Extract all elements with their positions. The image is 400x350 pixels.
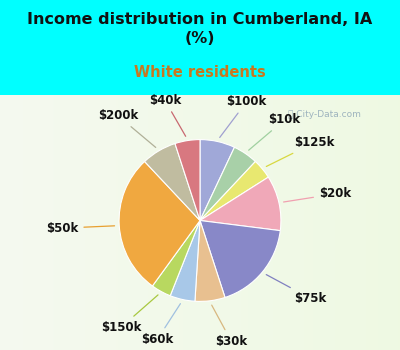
Text: $100k: $100k [220,95,267,138]
Text: $50k: $50k [46,222,114,235]
Text: $200k: $200k [98,109,156,147]
Text: $150k: $150k [101,295,158,334]
Wedge shape [175,140,200,220]
Wedge shape [200,147,255,220]
Text: White residents: White residents [134,65,266,80]
Text: $40k: $40k [149,94,186,136]
Text: $75k: $75k [266,275,326,304]
Text: $60k: $60k [141,304,180,346]
Wedge shape [170,220,200,301]
Wedge shape [119,161,200,286]
Wedge shape [200,161,268,220]
Text: $20k: $20k [284,187,351,202]
Wedge shape [145,144,200,220]
Text: $125k: $125k [266,136,334,167]
Wedge shape [200,140,234,220]
Wedge shape [200,177,281,231]
Text: Income distribution in Cumberland, IA
(%): Income distribution in Cumberland, IA (%… [27,12,373,46]
Text: ⓘ City-Data.com: ⓘ City-Data.com [288,110,361,119]
Text: $30k: $30k [212,305,247,348]
Wedge shape [152,220,200,296]
Wedge shape [195,220,225,301]
Wedge shape [200,220,280,298]
Text: $10k: $10k [249,113,301,150]
